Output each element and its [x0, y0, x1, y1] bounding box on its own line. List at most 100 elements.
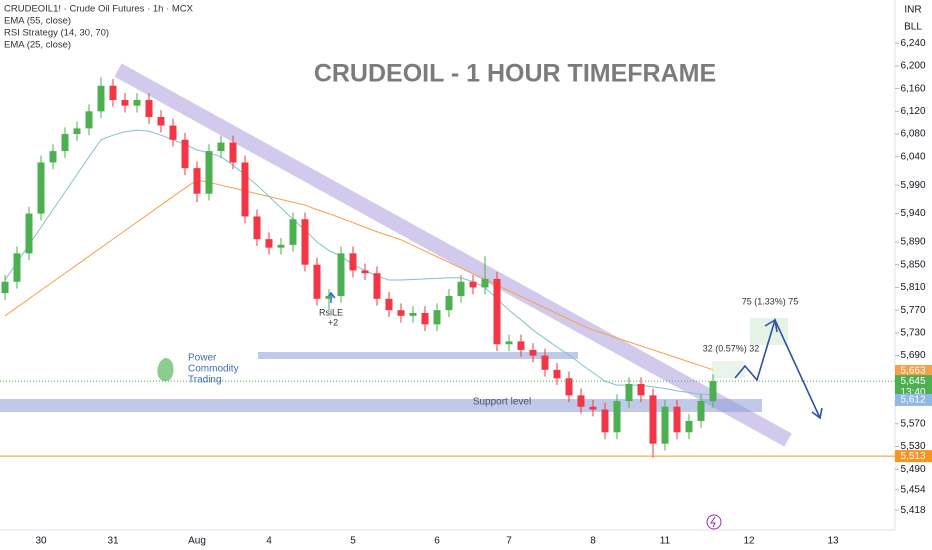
candle-body [685, 420, 693, 433]
price-label-box [895, 450, 932, 463]
candle-body [445, 295, 453, 311]
candle-body [577, 395, 585, 407]
candle-body [337, 253, 345, 296]
candle-body [493, 278, 501, 345]
x-tick-label: 31 [107, 536, 119, 547]
candle-body [229, 142, 237, 163]
indicator-legend: EMA (25, close) [4, 40, 71, 51]
candle-body [301, 219, 309, 265]
ema-line [4, 179, 714, 371]
candle-body [673, 406, 681, 433]
candle-body [97, 85, 105, 112]
candle-body [613, 401, 621, 433]
candle-body [517, 341, 525, 350]
y-tick-label: 5,454 [900, 484, 925, 495]
logo-text: Trading [188, 375, 222, 386]
candle-body [265, 239, 273, 248]
event-icon [706, 514, 722, 530]
y-tick-label: 5,990 [900, 180, 925, 191]
signal-label: RsiLE [319, 307, 343, 317]
candle-body [1, 281, 9, 294]
candle-body [133, 99, 141, 106]
arrow-head [811, 407, 823, 420]
resistance-band [258, 352, 578, 359]
candle-body [409, 313, 417, 316]
y-tick-label: 5,690 [900, 350, 925, 361]
candle-body [385, 298, 393, 311]
candle-body [241, 162, 249, 217]
candle-body [193, 168, 201, 194]
plot [0, 77, 895, 458]
target-label: 32 (0.57%) 32 [703, 343, 760, 353]
candle-body [73, 128, 81, 135]
candle-body [325, 295, 333, 299]
candle-body [157, 117, 165, 126]
candle-body [481, 278, 489, 288]
candle-body [433, 310, 441, 325]
candle-body [397, 310, 405, 316]
event-bolt [710, 516, 716, 528]
support-label: Support level [473, 397, 531, 408]
candle-body [277, 244, 285, 248]
trend-channel [114, 63, 792, 447]
candle-body [313, 264, 321, 299]
candle-body [373, 273, 381, 299]
candle-body [25, 213, 33, 254]
y-tick-label: 5,730 [900, 328, 925, 339]
symbol: CRUDEOIL1! · Crude Oil Futures · 1h · MC… [4, 4, 194, 15]
support-band [0, 399, 762, 412]
candle-body [697, 401, 705, 421]
y-tick-label: 5,530 [900, 441, 925, 452]
y-tick-label: 5,810 [900, 282, 925, 293]
price-label-box [895, 393, 932, 406]
y-tick-label: 6,240 [900, 38, 925, 49]
candle-body [529, 349, 537, 356]
price-label: 5,663 [900, 366, 925, 377]
indicator-legend: EMA (55, close) [4, 16, 71, 27]
candle-body [709, 381, 717, 402]
candle-body [13, 253, 21, 282]
signal-count: +2 [328, 317, 338, 327]
candle-body [253, 216, 261, 240]
x-tick-label: 12 [743, 536, 755, 547]
x-tick-label: 11 [660, 536, 671, 547]
candle-body [289, 219, 297, 245]
candle-body [361, 270, 369, 274]
logo-text: Commodity [188, 364, 239, 375]
candle-body [169, 125, 177, 140]
y-tick-label: 6,040 [900, 151, 925, 162]
candle-body [217, 142, 225, 152]
x-tick-label: 30 [35, 536, 47, 547]
logo-icon [157, 358, 174, 382]
x-tick-label: 8 [590, 536, 596, 547]
candle-body [85, 111, 93, 129]
chart-title: CRUDEOIL - 1 HOUR TIMEFRAME [314, 60, 716, 88]
target-label: 75 (1.33%) 75 [742, 296, 799, 306]
x-tick-label: 5 [350, 536, 356, 547]
candle-body [469, 281, 477, 288]
candle-body [589, 406, 597, 410]
currency: INR [904, 5, 921, 16]
candle-body [625, 384, 633, 402]
price-label: 5,612 [900, 395, 925, 406]
candle-body [145, 99, 153, 118]
candle-body [37, 162, 45, 214]
x-tick-label: 6 [434, 536, 440, 547]
target-box-1 [712, 361, 745, 378]
price-label: 5,645 [900, 376, 925, 387]
price-label-box [895, 364, 932, 377]
candle-body [565, 378, 573, 396]
candle-body [661, 406, 669, 444]
candle-body [649, 395, 657, 444]
candle-body [505, 341, 513, 345]
y-tick-label: 5,890 [900, 237, 925, 248]
y-tick-label: 5,490 [900, 464, 925, 475]
candle-body [349, 253, 357, 271]
candle-body [457, 281, 465, 296]
y-tick-label: 5,940 [900, 208, 925, 219]
projection-arrow [734, 317, 821, 419]
y-tick-label: 6,200 [900, 61, 925, 72]
ema-line [4, 129, 714, 396]
y-tick-label: 5,770 [900, 305, 925, 316]
